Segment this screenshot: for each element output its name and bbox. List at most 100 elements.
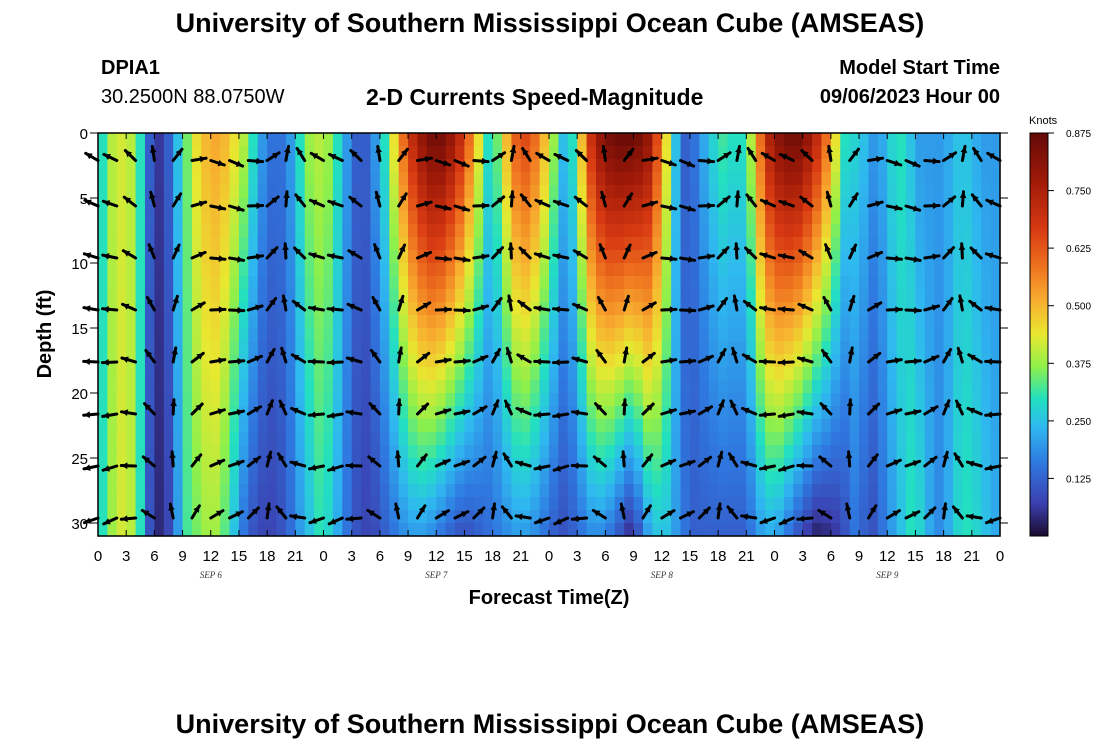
heatmap-cell xyxy=(661,133,672,147)
heatmap-cell xyxy=(877,328,888,342)
heatmap-cell xyxy=(868,406,879,420)
heatmap-cell xyxy=(210,471,221,485)
heatmap-cell xyxy=(98,289,108,303)
heatmap-cell xyxy=(962,302,973,316)
heatmap-cell xyxy=(586,393,597,407)
heatmap-cell xyxy=(248,471,259,485)
heatmap-cell xyxy=(539,289,550,303)
heatmap-cell xyxy=(774,146,785,160)
heatmap-cell xyxy=(464,289,475,303)
heatmap-cell xyxy=(718,432,729,446)
heatmap-cell xyxy=(539,276,550,290)
chart-subtitle: 2-D Currents Speed-Magnitude xyxy=(366,84,704,110)
heatmap-cell xyxy=(107,263,118,277)
current-arrow xyxy=(984,464,1002,471)
heatmap-cell xyxy=(755,237,766,251)
heatmap-cell xyxy=(783,159,794,173)
current-arrow xyxy=(697,157,716,165)
heatmap-cell xyxy=(455,484,466,498)
current-arrow xyxy=(368,402,382,416)
heatmap-cell xyxy=(389,497,400,511)
current-arrow xyxy=(679,159,696,168)
current-arrow xyxy=(533,464,551,471)
heatmap-cell xyxy=(361,497,372,511)
heatmap-cell xyxy=(267,406,278,420)
current-arrow xyxy=(101,412,119,419)
heatmap-cell xyxy=(877,146,888,160)
heatmap-cell xyxy=(953,380,964,394)
heatmap-cell xyxy=(821,289,832,303)
heatmap-cell xyxy=(182,432,193,446)
heatmap-cell xyxy=(379,250,390,264)
heatmap-cell xyxy=(783,406,794,420)
heatmap-cell xyxy=(144,445,155,459)
current-arrow xyxy=(600,144,608,162)
current-arrow xyxy=(265,450,273,468)
heatmap-cell xyxy=(671,263,682,277)
heatmap-cell xyxy=(595,224,606,238)
heatmap-cell xyxy=(567,250,578,264)
heatmap-cell xyxy=(765,393,776,407)
heatmap-cell xyxy=(417,146,428,160)
heatmap-cell xyxy=(821,393,832,407)
heatmap-cell xyxy=(962,341,973,355)
heatmap-cell xyxy=(915,406,926,420)
heatmap-cell xyxy=(248,367,259,381)
heatmap-cell xyxy=(342,159,353,173)
current-arrow xyxy=(326,306,344,313)
heatmap-cell xyxy=(135,185,146,199)
heatmap-cell xyxy=(877,133,888,147)
current-arrow xyxy=(490,502,497,520)
heatmap-cell xyxy=(257,315,268,329)
heatmap-cell xyxy=(342,484,353,498)
heatmap-cell xyxy=(370,198,381,212)
current-arrow xyxy=(509,144,517,162)
heatmap-cell xyxy=(342,263,353,277)
heatmap-cell xyxy=(116,510,127,524)
heatmap-cell xyxy=(915,315,926,329)
heatmap-cell xyxy=(586,250,597,264)
heatmap-cell xyxy=(802,380,813,394)
day-label: SEP 6 xyxy=(200,570,223,580)
heatmap-cell xyxy=(464,276,475,290)
heatmap-cell xyxy=(191,367,202,381)
heatmap-cell xyxy=(154,380,165,394)
heatmap-cell xyxy=(285,458,296,472)
current-arrow xyxy=(295,146,307,162)
heatmap-cell xyxy=(314,406,325,420)
heatmap-cell xyxy=(182,289,193,303)
current-arrow xyxy=(796,356,814,364)
heatmap-cell xyxy=(661,224,672,238)
heatmap-cell xyxy=(464,471,475,485)
heatmap-cell xyxy=(332,341,343,355)
heatmap-cell xyxy=(285,445,296,459)
heatmap-cell xyxy=(661,159,672,173)
heatmap-cell xyxy=(718,211,729,225)
heatmap-cell xyxy=(511,315,522,329)
heatmap-cell xyxy=(868,445,879,459)
current-arrow xyxy=(534,516,551,525)
heatmap-cell xyxy=(389,354,400,368)
heatmap-cell xyxy=(830,523,841,537)
heatmap-cell xyxy=(276,497,287,511)
heatmap-cell xyxy=(445,458,456,472)
heatmap-cell xyxy=(642,406,653,420)
heatmap-cell xyxy=(248,289,259,303)
current-arrow xyxy=(622,346,629,364)
current-arrow xyxy=(171,294,179,312)
current-arrow xyxy=(121,249,138,260)
current-arrow xyxy=(519,193,532,208)
heatmap-cell xyxy=(370,497,381,511)
current-arrow xyxy=(715,502,723,520)
heatmap-cell xyxy=(793,133,804,147)
heatmap-cell xyxy=(126,328,137,342)
heatmap-cell xyxy=(182,341,193,355)
current-arrow xyxy=(83,198,100,208)
current-arrow xyxy=(472,354,489,364)
heatmap-cell xyxy=(229,133,240,147)
heatmap-cell xyxy=(492,224,503,238)
heatmap-cell xyxy=(389,471,400,485)
colorbar-tick-label: 0.625 xyxy=(1066,244,1091,255)
heatmap-cell xyxy=(285,328,296,342)
heatmap-cell xyxy=(586,419,597,433)
